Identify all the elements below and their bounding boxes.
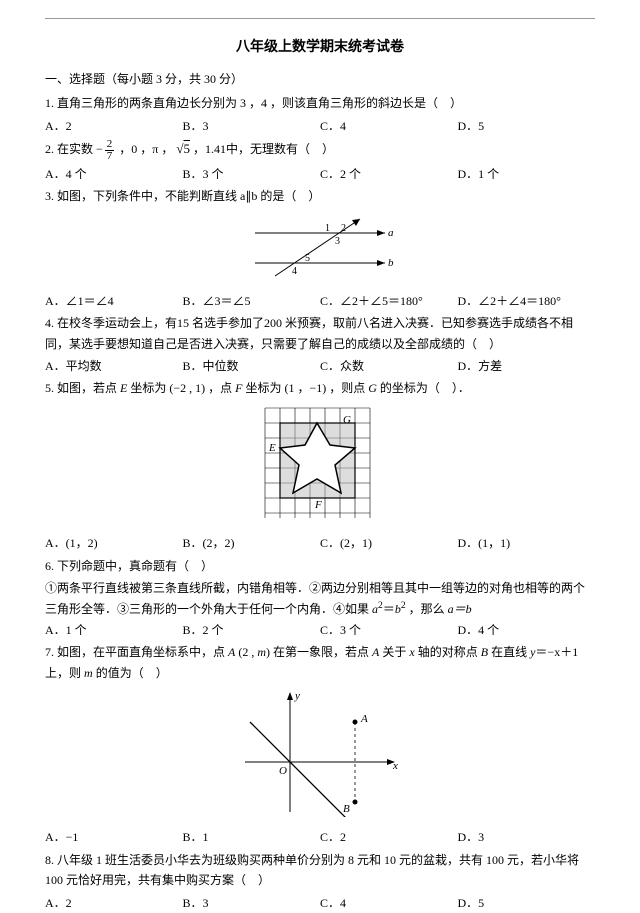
q8-opt-d: D．5 [458,893,596,913]
q7-opt-b: B．1 [183,827,321,847]
question-3: 3. 如图，下列条件中，不能判断直线 a∥b 的是（ ） a b 1 2 3 5… [45,186,595,311]
q2-stem-post: ，1.41中，无理数有（ ） [193,142,334,156]
svg-text:B: B [343,803,350,815]
svg-text:b: b [388,257,394,269]
q5-G: G [368,381,377,395]
q3-stem: 如图，下列条件中，不能判断直线 a∥b 的是（ ） [57,189,320,203]
question-1: 1. 直角三角形的两条直角边长分别为 3 ，4 ，则该直角三角形的斜边长是（ ）… [45,93,595,136]
q1-stem: 直角三角形的两条直角边长分别为 3 ，4 ，则该直角三角形的斜边长是（ ） [57,96,462,110]
figure-coordinate-line: O x y A B [235,687,405,817]
svg-text:1: 1 [325,223,330,234]
q8-opt-a: A．2 [45,893,183,913]
q7-num: 7. [45,645,54,659]
question-7: 7. 如图，在平面直角坐标系中，点 A (2 , m) 在第一象限，若点 A 关… [45,642,595,848]
q8-num: 8. [45,853,54,867]
page-title: 八年级上数学期末统考试卷 [45,35,595,59]
question-4: 4. 在校冬季运动会上，有15 名选手参加了200 米预赛，取前八名进入决赛．已… [45,313,595,376]
q4-opt-d: D．方差 [458,356,596,376]
q5-mid2: 坐标为 (1 ，−1) ，则点 [245,381,365,395]
q7-pre: 如图，在平面直角坐标系中，点 [57,645,225,659]
q2-opt-c: C．2 个 [320,164,458,184]
q7-opt-d: D．3 [458,827,596,847]
q6-opt-c: C．3 个 [320,620,458,640]
q5-mid1: 坐标为 (−2 , 1) ，点 [130,381,232,395]
q5-post: 的坐标为（ ）． [380,381,470,395]
svg-text:5: 5 [305,253,310,264]
q6-opt-b: B．2 个 [183,620,321,640]
section-header: 一、选择题（每小题 3 分，共 30 分） [45,69,595,89]
eq-ab: a＝b [448,602,472,616]
question-5: 5. 如图，若点 E 坐标为 (−2 , 1) ，点 F 坐标为 (1 ，−1)… [45,378,595,553]
q8-opt-c: C．4 [320,893,458,913]
svg-text:F: F [314,499,322,511]
q3-opt-c: C．∠2＋∠5＝180° [320,291,458,311]
q1-opt-b: B．3 [183,116,321,136]
svg-text:y: y [294,690,300,702]
q6-opt-a: A．1 个 [45,620,183,640]
q3-opt-a: A．∠1＝∠4 [45,291,183,311]
question-2: 2. 在实数 −27 ，0 ，π ， √5 ，1.41中，无理数有（ ） A．4… [45,138,595,184]
q8-opt-b: B．3 [183,893,321,913]
q5-F: F [235,381,242,395]
q2-stem-mid: ，0 ，π ， [119,142,173,156]
q4-num: 4. [45,316,54,330]
q6-stem: 下列命题中，真命题有（ ） [57,559,213,573]
question-8: 8. 八年级 1 班生活委员小华去为班级购买两种单价分别为 8 元和 10 元的… [45,850,595,913]
q1-opt-d: D．5 [458,116,596,136]
q2-opt-b: B．3 个 [183,164,321,184]
neg-sign: − [96,142,103,156]
q3-num: 3. [45,189,54,203]
q4-opt-c: C．众数 [320,356,458,376]
q4-opt-b: B．中位数 [183,356,321,376]
sqrt-5: √5 [176,141,190,156]
q4-stem: 在校冬季运动会上，有15 名选手参加了200 米预赛，取前八名进入决赛．已知参赛… [45,316,573,350]
header-rule [45,18,595,19]
q6-body-mid: ，那么 [409,602,445,616]
q7-opt-a: A．−1 [45,827,183,847]
svg-text:a: a [388,227,394,239]
svg-text:A: A [360,713,368,725]
svg-text:O: O [279,765,287,777]
svg-text:G: G [343,414,351,426]
q7-opt-c: C．2 [320,827,458,847]
q2-num: 2. [45,142,54,156]
svg-text:E: E [268,442,276,454]
q5-opt-a: A．(1，2) [45,533,183,553]
q6-body-pre: ①两条平行直线被第三条直线所截，内错角相等．②两边分别相等且其中一组等边的对角也… [45,581,585,616]
q1-num: 1. [45,96,54,110]
fraction-2-7: 27 [105,139,115,162]
q2-stem-pre: 在实数 [57,142,93,156]
q1-opt-a: A．2 [45,116,183,136]
q5-opt-b: B．(2，2) [183,533,321,553]
q6-opt-d: D．4 个 [458,620,596,640]
q3-opt-d: D．∠2＋∠4＝180° [458,291,596,311]
q2-opt-d: D．1 个 [458,164,596,184]
q3-opt-b: B．∠3＝∠5 [183,291,321,311]
figure-parallel-lines: a b 1 2 3 5 4 [245,211,395,281]
q4-opt-a: A．平均数 [45,356,183,376]
q5-opt-d: D．(1，1) [458,533,596,553]
q1-opt-c: C．4 [320,116,458,136]
q5-num: 5. [45,381,54,395]
svg-text:2: 2 [341,223,346,234]
svg-text:3: 3 [335,236,340,247]
q5-pre: 如图，若点 [57,381,117,395]
q6-num: 6. [45,559,54,573]
q5-E: E [120,381,127,395]
svg-text:x: x [392,760,398,772]
question-6: 6. 下列命题中，真命题有（ ） ①两条平行直线被第三条直线所截，内错角相等．②… [45,556,595,641]
q2-opt-a: A．4 个 [45,164,183,184]
q5-opt-c: C．(2，1) [320,533,458,553]
svg-text:4: 4 [292,266,297,277]
q8-stem: 八年级 1 班生活委员小华去为班级购买两种单价分别为 8 元和 10 元的盆栽，… [45,853,579,887]
figure-star-grid: E F G [255,403,385,523]
